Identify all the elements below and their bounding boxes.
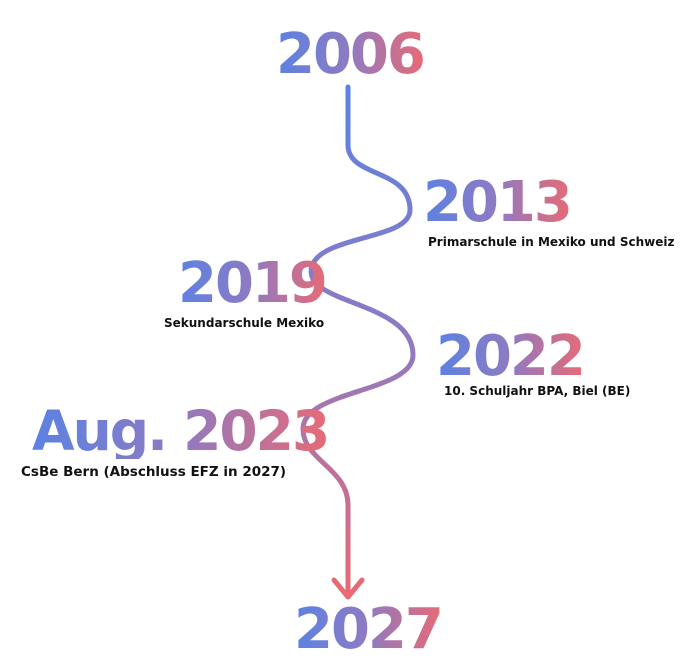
year-aug-2023-label: Aug. 2023 bbox=[32, 399, 330, 463]
caption-2019: Sekundarschule Mexiko bbox=[164, 316, 325, 330]
year-2013-label: 2013 bbox=[423, 170, 573, 235]
caption-aug-2023: CsBe Bern (Abschluss EFZ in 2027) bbox=[21, 464, 287, 480]
timeline-curve bbox=[300, 84, 416, 599]
year-2019-label: 2019 bbox=[178, 251, 328, 316]
caption-2013: Primarschule in Mexiko und Schweiz bbox=[428, 235, 675, 249]
year-2022-label: 2022 bbox=[436, 324, 586, 389]
year-2006-label: 2006 bbox=[276, 22, 426, 87]
arrow-head bbox=[331, 577, 365, 600]
year-2027-label: 2027 bbox=[294, 597, 444, 662]
caption-2022: 10. Schuljahr BPA, Biel (BE) bbox=[444, 384, 631, 398]
